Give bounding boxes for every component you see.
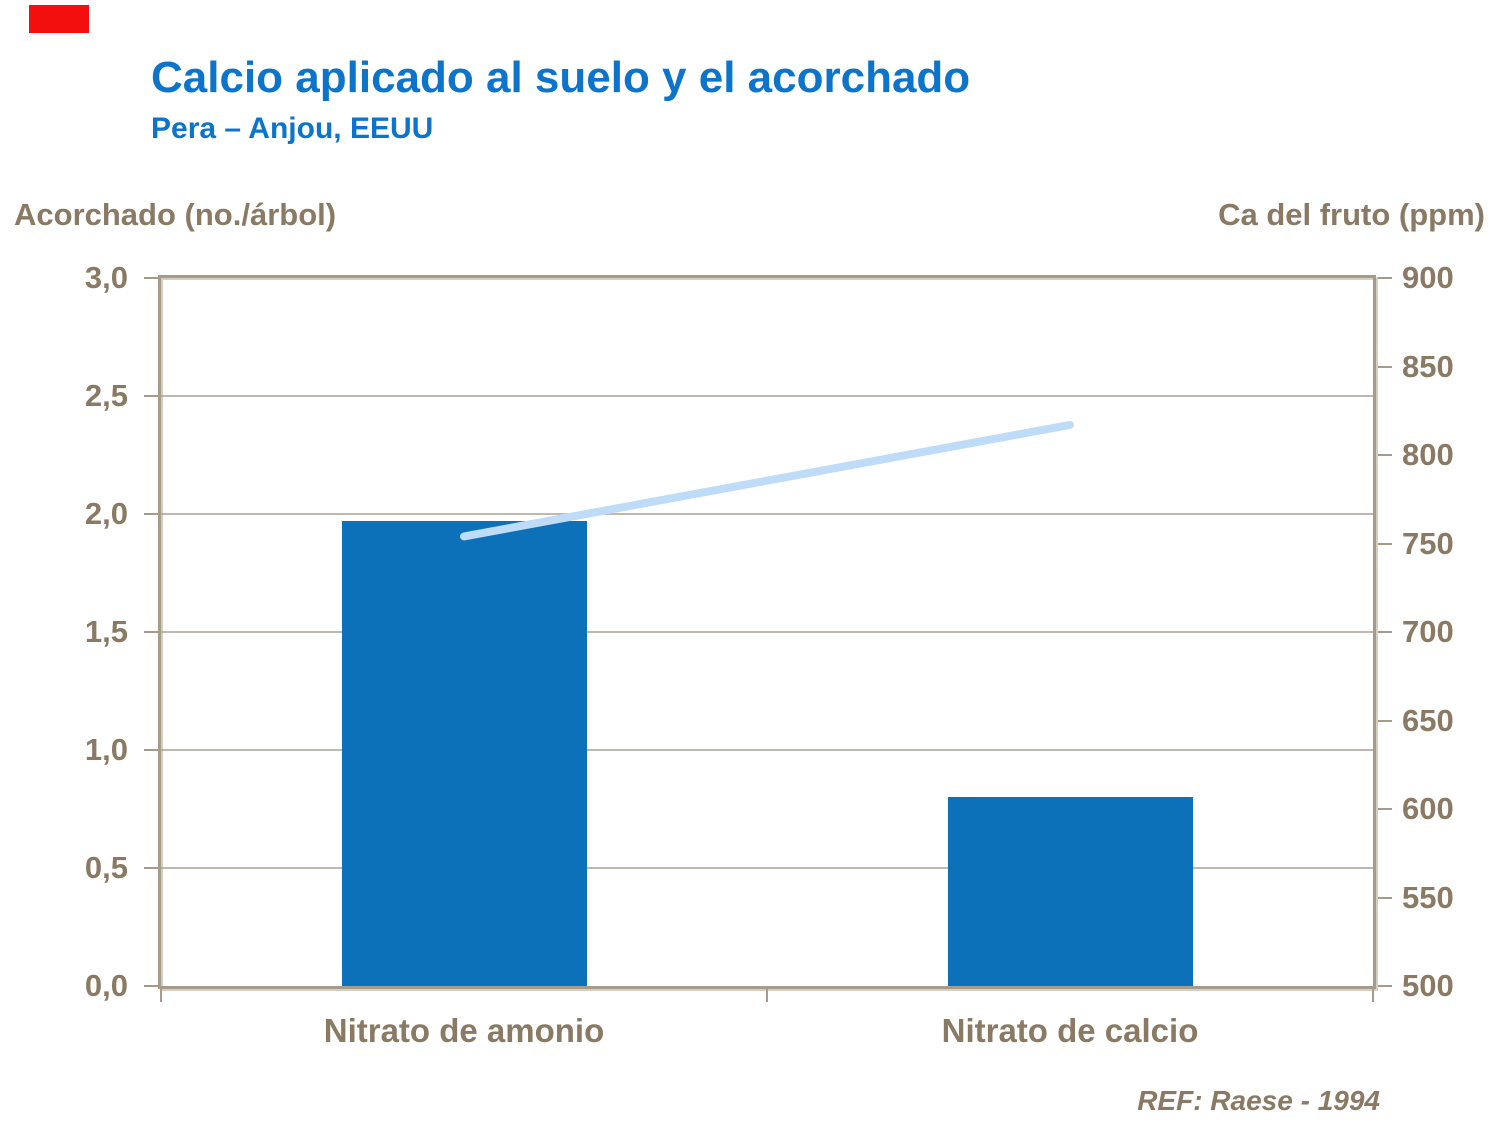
left-tick-label: 0,5 — [84, 850, 128, 885]
right-tick-label: 700 — [1402, 614, 1454, 649]
right-tick-label: 850 — [1402, 348, 1454, 384]
left-axis-tick — [144, 867, 158, 869]
bottom-axis-tick — [766, 989, 768, 1002]
chart-title: Calcio aplicado al suelo y el acorchado — [151, 53, 971, 102]
right-axis-tick — [1378, 896, 1392, 899]
gridline — [161, 395, 1373, 397]
bar-nitrato-de-amonio — [341, 521, 587, 986]
left-tick-label: 1,0 — [84, 732, 128, 767]
right-axis-tick — [1378, 365, 1392, 368]
left-axis-tick — [144, 631, 158, 633]
left-tick-label: 2,0 — [84, 496, 128, 531]
right-tick-label: 750 — [1402, 525, 1454, 561]
right-axis-title: Ca del fruto (ppm) — [1218, 197, 1485, 232]
left-tick-label: 2,5 — [84, 378, 128, 413]
plot-inner — [144, 277, 1392, 1002]
left-tick-label: 3,0 — [84, 260, 128, 295]
category-label-nitrato-de-calcio: Nitrato de calcio — [941, 1012, 1199, 1049]
bar-nitrato-de-calcio — [947, 797, 1193, 986]
right-tick-label: 650 — [1402, 702, 1454, 738]
category-label-nitrato-de-amonio: Nitrato de amonio — [323, 1012, 605, 1049]
left-axis-tick — [144, 985, 158, 987]
left-axis-tick — [144, 513, 158, 515]
right-tick-label: 800 — [1402, 437, 1454, 472]
right-axis-tick — [1378, 277, 1392, 279]
left-axis-tick — [144, 749, 158, 751]
bottom-axis-tick — [160, 989, 162, 1002]
left-tick-label: 1,5 — [84, 614, 128, 649]
left-axis-tick — [144, 395, 158, 397]
plot-area — [144, 275, 1392, 1002]
right-tick-label: 900 — [1402, 260, 1454, 295]
right-axis-tick — [1378, 542, 1392, 545]
left-tick-label: 0,0 — [84, 968, 128, 1003]
ca-trend-polyline — [460, 420, 1074, 541]
left-axis-title: Acorchado (no./árbol) — [14, 197, 337, 232]
reference-credit: REF: Raese - 1994 — [1137, 1085, 1380, 1116]
right-axis-tick — [1378, 631, 1392, 633]
right-tick-label: 600 — [1402, 791, 1454, 826]
right-tick-label: 550 — [1402, 879, 1454, 915]
right-axis-tick — [1378, 985, 1392, 987]
gridline — [161, 867, 1373, 869]
right-tick-label: 500 — [1402, 968, 1454, 1003]
right-axis-tick — [1378, 454, 1392, 456]
ca-trend-line — [460, 420, 1074, 541]
gridline — [161, 631, 1373, 633]
gridline — [161, 749, 1373, 751]
bottom-axis-tick — [1372, 989, 1374, 1002]
right-axis-tick — [1378, 808, 1392, 810]
red-marker — [29, 5, 89, 33]
left-axis-tick — [144, 277, 158, 279]
gridline — [161, 513, 1373, 515]
right-axis-tick — [1378, 719, 1392, 722]
chart-subtitle: Pera – Anjou, EEUU — [151, 112, 434, 145]
